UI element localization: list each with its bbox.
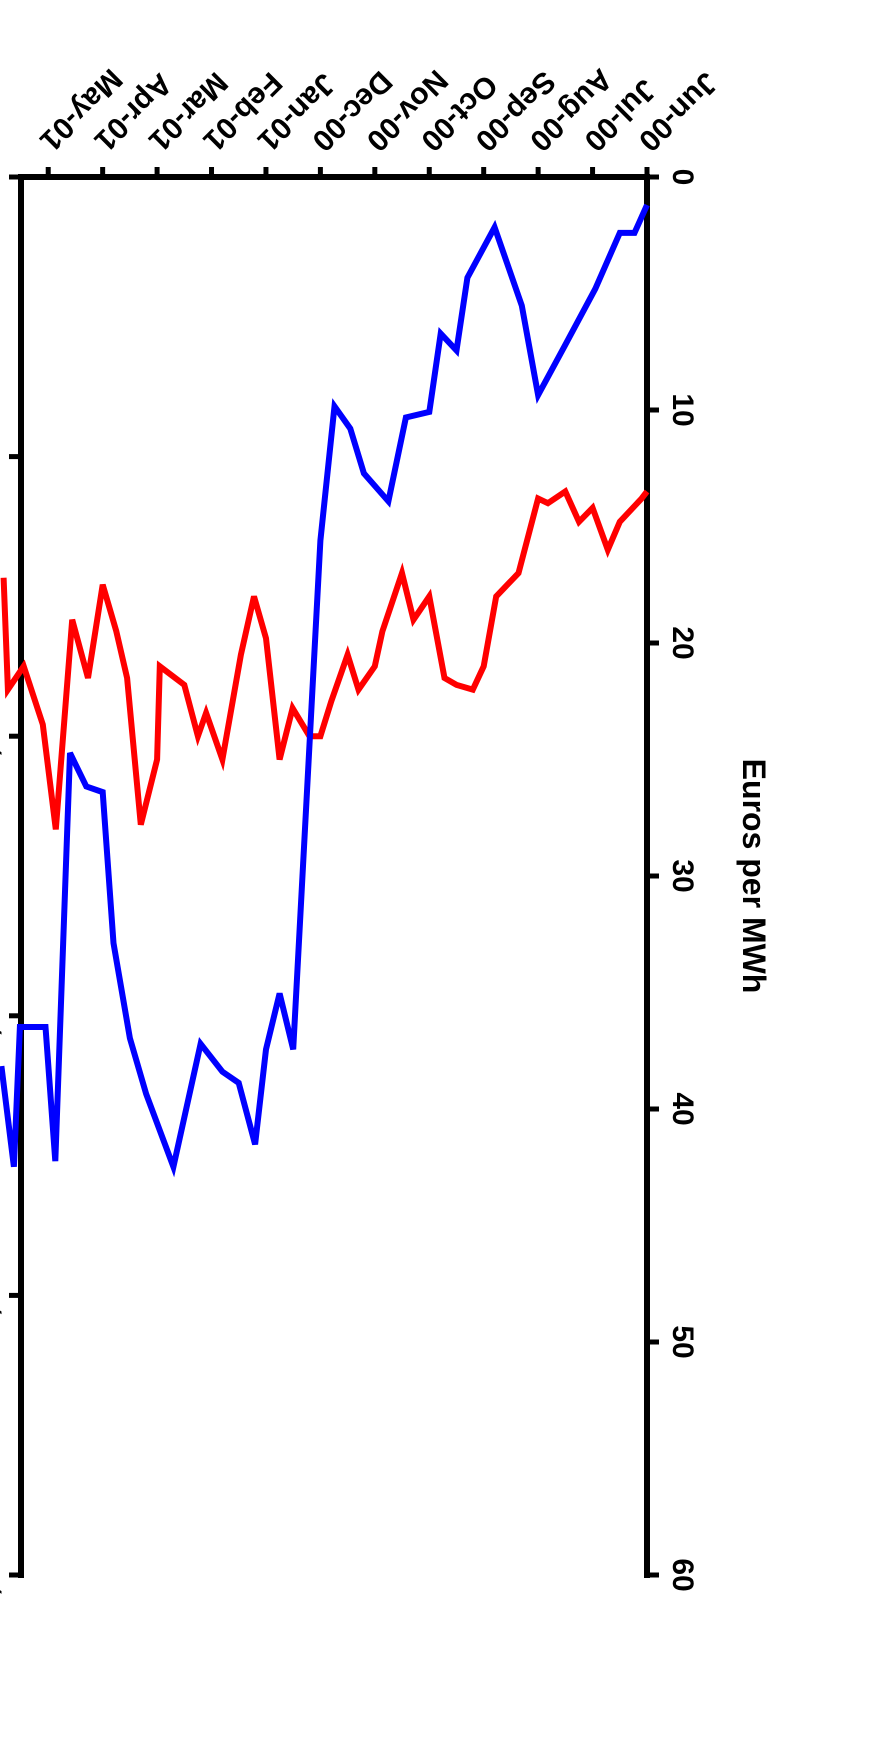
left-tick-label: 50 [666,1325,699,1358]
series-line-euros-per-mwh [0,487,650,830]
right-tick-label: 0 [0,169,4,186]
left-tick-label: 60 [666,1558,699,1591]
left-tick-label: 0 [666,169,699,186]
right-tick-label: 500 [0,432,4,482]
left-tick-label: 40 [666,1092,699,1125]
right-tick-label: 2,500 [0,1537,4,1612]
labels-group: Jun-00Jul-00Aug-00Sep-00Oct-00Nov-00Dec-… [0,62,772,1612]
right-tick-label: 1,000 [0,699,4,774]
right-tick-label: 1,500 [0,978,4,1053]
left-tick-label: 20 [666,626,699,659]
rotated-plot-group: Jun-00Jul-00Aug-00Sep-00Oct-00Nov-00Dec-… [0,62,772,1613]
right-tick-label: 2,000 [0,1258,4,1333]
series-layer [0,203,650,1178]
axes-group [9,167,659,1578]
left-tick-label: 30 [666,859,699,892]
left-axis-title: Euros per MWh [736,759,772,994]
left-tick-label: 10 [666,393,699,426]
series-line-megawatts [0,203,650,1178]
